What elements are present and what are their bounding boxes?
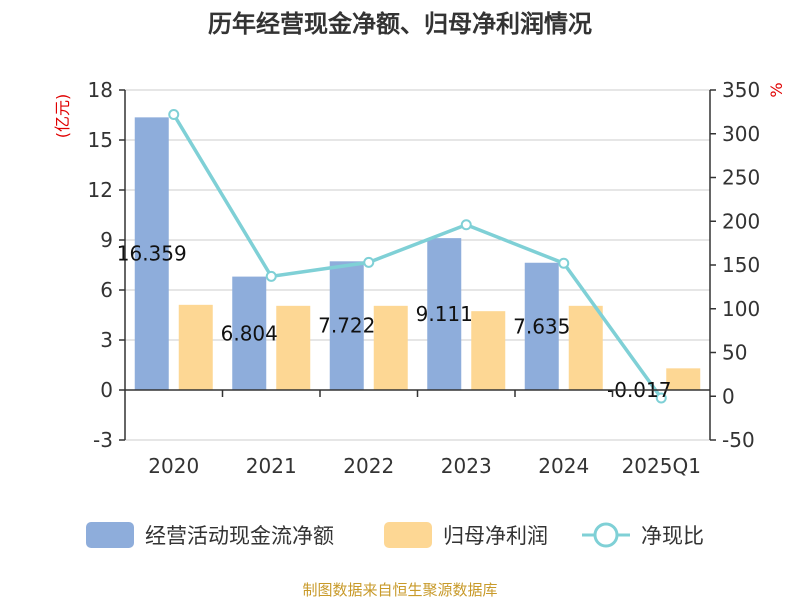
right-tick-label: 150 bbox=[722, 253, 760, 277]
legend-item-ratio[interactable]: 净现比 bbox=[582, 522, 704, 548]
left-tick-label: 9 bbox=[100, 228, 113, 252]
x-tick-label: 2021 bbox=[246, 454, 297, 478]
bar-netprofit bbox=[276, 305, 311, 390]
bar-cashflow bbox=[232, 276, 267, 390]
right-axis-unit: % bbox=[767, 82, 786, 97]
bar-netprofit bbox=[568, 305, 603, 390]
left-tick-label: 15 bbox=[88, 128, 113, 152]
ratio-point bbox=[265, 270, 277, 282]
left-tick-label: 3 bbox=[100, 328, 113, 352]
ratio-line-path bbox=[172, 113, 663, 400]
x-tick-label: 2024 bbox=[538, 454, 589, 478]
right-tick-label: 250 bbox=[722, 166, 760, 190]
legend-swatch-ratio-marker bbox=[593, 522, 619, 548]
right-tick-label: 350 bbox=[722, 78, 760, 102]
bar-netprofit bbox=[373, 305, 408, 390]
right-tick-label: 300 bbox=[722, 122, 760, 146]
bar-netprofit bbox=[471, 311, 506, 390]
ratio-point bbox=[168, 109, 180, 120]
ratio-point bbox=[655, 392, 667, 404]
left-tick-label: 18 bbox=[88, 78, 113, 102]
right-tick-label: 50 bbox=[722, 341, 747, 365]
legend-item-netprofit[interactable]: 归母净利润 bbox=[384, 522, 548, 548]
right-tick-label: 0 bbox=[722, 384, 735, 408]
legend-label-cashflow: 经营活动现金流净额 bbox=[145, 524, 334, 548]
legend: 经营活动现金流净额 归母净利润 净现比 bbox=[86, 522, 704, 548]
bar-cashflow bbox=[134, 117, 169, 390]
legend-swatch-cashflow bbox=[86, 522, 134, 548]
bars bbox=[134, 117, 701, 391]
legend-label-netprofit: 归母净利润 bbox=[443, 524, 548, 548]
left-tick-label: 0 bbox=[100, 378, 113, 402]
data-label-cashflow: 7.635 bbox=[513, 314, 570, 338]
grid bbox=[125, 89, 710, 441]
chart-title: 历年经营现金净额、归母净利润情况 bbox=[208, 10, 592, 38]
data-label-cashflow: 7.722 bbox=[318, 314, 375, 338]
left-tick-label: 12 bbox=[88, 178, 113, 202]
bar-netprofit bbox=[666, 368, 701, 390]
right-tick-label: 200 bbox=[722, 209, 760, 233]
ratio-line bbox=[168, 109, 667, 404]
right-axis: -50 0 50 100 150 200 250 300 350 bbox=[709, 78, 760, 452]
legend-label-ratio: 净现比 bbox=[641, 524, 704, 548]
source-note: 制图数据来自恒生聚源数据库 bbox=[302, 581, 497, 599]
right-tick-label: -50 bbox=[722, 428, 755, 452]
bar-cashflow bbox=[329, 261, 364, 390]
x-tick-label: 2022 bbox=[343, 454, 394, 478]
legend-item-cashflow[interactable]: 经营活动现金流净额 bbox=[86, 522, 334, 548]
left-tick-label: -3 bbox=[93, 428, 113, 452]
data-label-cashflow: 16.359 bbox=[117, 242, 187, 266]
ratio-point bbox=[460, 219, 472, 231]
legend-swatch-netprofit bbox=[384, 522, 432, 548]
bar-netprofit bbox=[178, 304, 213, 390]
bar-cashflow bbox=[524, 262, 559, 390]
left-axis: -3 0 3 6 9 12 15 18 bbox=[88, 78, 126, 452]
right-tick-label: 100 bbox=[722, 297, 760, 321]
left-axis-unit: (亿元) bbox=[53, 94, 72, 139]
x-tick-label: 2023 bbox=[441, 454, 492, 478]
left-tick-label: 6 bbox=[100, 278, 113, 302]
ratio-point bbox=[363, 256, 375, 268]
data-label-cashflow: 9.111 bbox=[416, 302, 473, 326]
data-label-cashflow: 6.804 bbox=[221, 321, 278, 345]
bar-cashflow bbox=[427, 238, 462, 390]
x-tick-label: 2025Q1 bbox=[622, 454, 701, 478]
x-tick-label: 2020 bbox=[148, 454, 199, 478]
ratio-point bbox=[558, 257, 570, 269]
x-axis: 2020 2021 2022 2023 2024 2025Q1 bbox=[125, 389, 710, 478]
